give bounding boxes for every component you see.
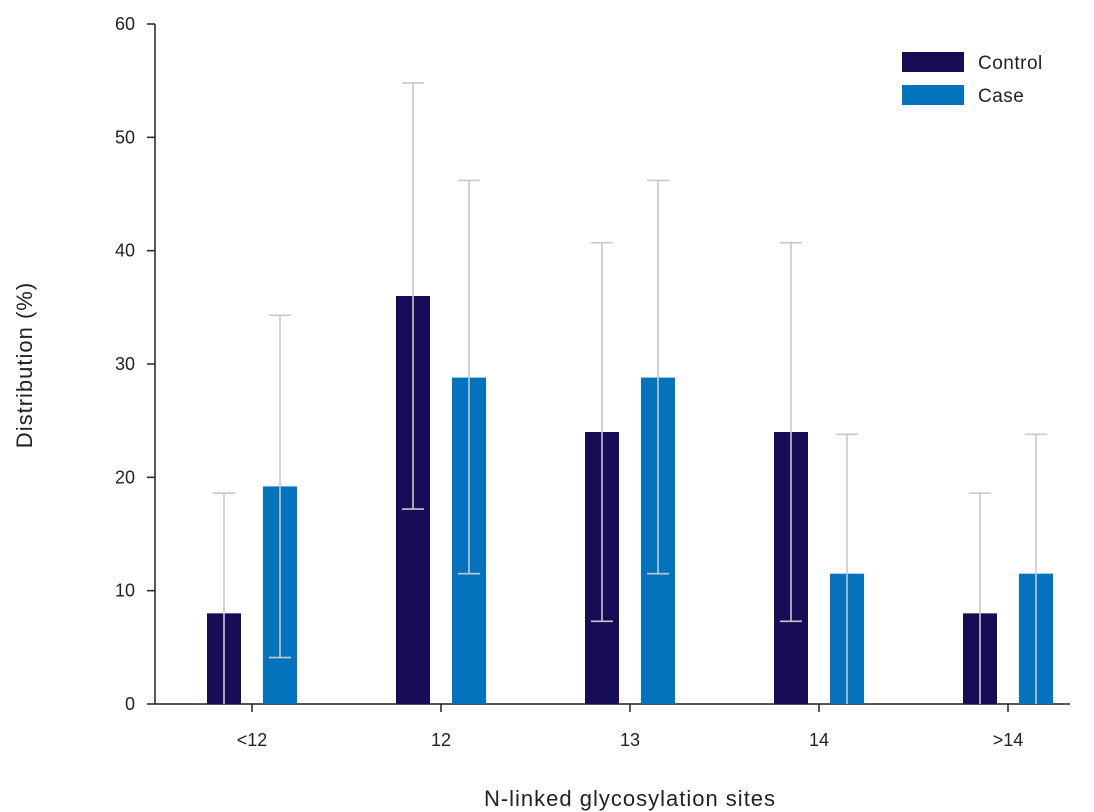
- x-tick-label: <12: [237, 730, 268, 750]
- error-bars-group: [213, 82, 1047, 704]
- y-tick-label: 10: [115, 581, 135, 601]
- x-axis-title: N-linked glycosylation sites: [484, 786, 776, 811]
- legend: Control Case: [902, 52, 1043, 107]
- y-axis-title: Distribution (%): [12, 282, 37, 448]
- y-tick-label: 30: [115, 354, 135, 374]
- x-tick-label: >14: [993, 730, 1024, 750]
- x-axis: <12 12 13 14 >14: [155, 703, 1070, 750]
- legend-label-control: Control: [978, 53, 1043, 74]
- legend-swatch-control: [902, 52, 964, 72]
- legend-label-case: Case: [978, 86, 1024, 107]
- y-axis: 0 10 20 30 40 50 60: [115, 14, 156, 714]
- y-tick-label: 60: [115, 14, 135, 34]
- y-tick-label: 0: [125, 694, 135, 714]
- y-tick-label: 20: [115, 467, 135, 487]
- bars-group: [207, 296, 1053, 704]
- legend-swatch-case: [902, 85, 964, 105]
- x-tick-label: 14: [809, 730, 829, 750]
- x-tick-label: 12: [431, 730, 451, 750]
- x-tick-label: 13: [620, 730, 640, 750]
- y-tick-label: 40: [115, 241, 135, 261]
- y-tick-label: 50: [115, 127, 135, 147]
